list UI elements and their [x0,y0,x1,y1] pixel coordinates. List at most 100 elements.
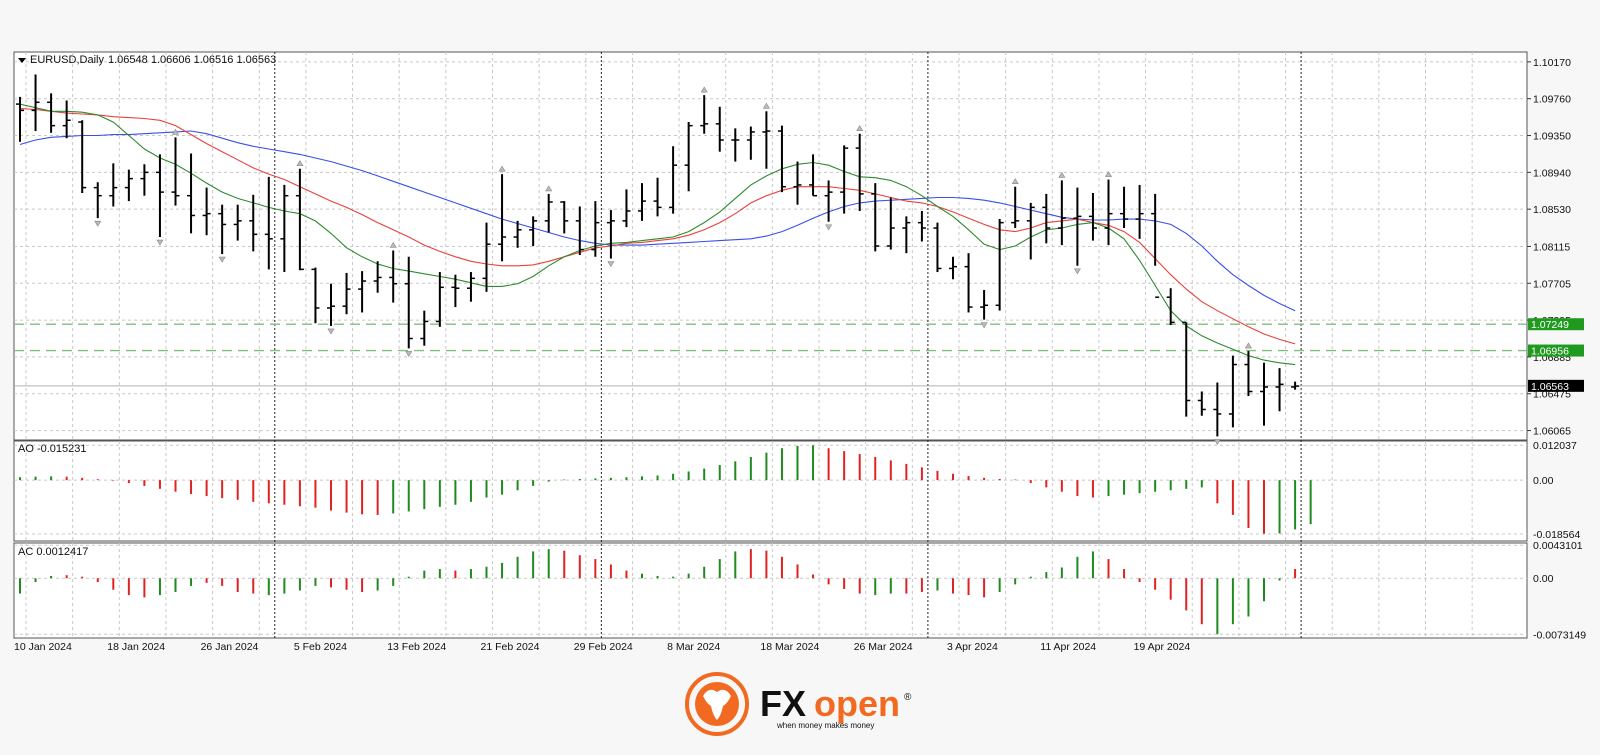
ohlc-bar [358,271,367,313]
ohlc-bar [1291,381,1300,390]
date-tick-label: 18 Mar 2024 [760,641,819,653]
ohlc-bar [544,193,553,233]
price-tick-label: 1.08940 [1533,167,1571,179]
ohlc-bar [78,120,87,194]
fractal-down-icon [1073,268,1081,275]
ohlc-bar [669,146,678,214]
ohlc-bar [342,272,351,315]
date-tick-label: 8 Mar 2024 [667,641,720,653]
ao-tick-label: 0.012037 [1533,440,1577,452]
date-tick-label: 19 Apr 2024 [1134,641,1191,653]
ohlc-bar [47,93,56,133]
ohlc-bar [171,137,180,206]
price-axis: 1.10170 1.09760 1.09350 1.08940 1.08530 1.081… [1527,57,1584,438]
ohlc-bar [575,206,584,255]
ohlc-bar [902,216,911,254]
date-tick-label: 29 Feb 2024 [574,641,633,653]
logo-registered: ® [904,692,912,703]
ao-axis: 0.012037 0.00 -0.018564 [1533,440,1580,541]
fractal-down-icon [607,261,615,268]
logo-bull-icon [703,689,731,720]
ohlc-bar [1073,187,1082,266]
ohlc-bar [1182,321,1191,417]
fractal-up-icon [171,128,180,135]
ao-tick-label: -0.018564 [1533,529,1580,541]
ohlc-bar [715,106,724,152]
chart-symbol: EURUSD,Daily [30,54,104,66]
ma-fast-line [19,103,1296,366]
level-lines [14,323,1527,387]
ohlc-bar [389,250,398,303]
fractal-up-icon [762,102,770,109]
fractal-up-icon [1011,178,1019,185]
ohlc-bars [16,74,1300,437]
date-tick-label: 3 Apr 2024 [947,641,998,653]
ac-histogram [19,549,1297,635]
fractal-down-icon [980,322,988,329]
ohlc-bar [93,182,102,219]
ohlc-bar [886,197,895,250]
ohlc-bar [498,174,507,262]
ohlc-bar [187,153,196,234]
fractal-up-icon [1058,171,1066,178]
logo-open: open [814,683,900,724]
date-tick-label: 5 Feb 2024 [294,641,347,653]
ma-slow-line [19,130,1296,312]
ohlc-bar [1213,382,1222,437]
date-tick-label: 13 Feb 2024 [387,641,446,653]
ohlc-bar [466,272,475,302]
ohlc-bar [840,145,849,214]
ohlc-bar [202,187,211,236]
ohlc-bar [435,272,444,327]
logo-tagline: when money makes money [776,721,874,730]
level-price-label: 1.07249 [1531,319,1569,331]
fractal-up-icon [1104,170,1113,177]
ohlc-bar [451,274,460,308]
ao-title: AO -0.015231 [18,443,87,455]
price-tick-label: 1.06065 [1533,426,1571,438]
ohlc-bar [762,111,771,169]
fractal-down-icon [218,256,226,263]
date-tick-label: 21 Feb 2024 [481,641,540,653]
ohlc-bar [855,133,864,211]
ohlc-bar [529,216,538,246]
ohlc-bar [1120,186,1129,229]
ohlc-bar [482,222,491,292]
fractal-down-icon [327,328,335,335]
ohlc-bar [1088,193,1097,241]
ohlc-bar [746,126,755,160]
dropdown-triangle-icon[interactable] [18,58,26,63]
ohlc-bar [140,164,149,196]
ao-histogram [19,445,1312,534]
price-tick-label: 1.08530 [1533,204,1571,216]
ohlc-bar [917,210,926,242]
logo-fx: FX [760,683,806,724]
ohlc-bar [995,219,1004,311]
ohlc-bar [31,74,40,132]
date-tick-label: 18 Jan 2024 [107,641,165,653]
ohlc-bar [1197,391,1206,416]
ohlc-bar [622,189,631,228]
date-tick-label: 10 Jan 2024 [14,641,72,653]
ac-title: AC 0.0012417 [18,546,88,558]
level-price-badge [1528,344,1584,357]
ohlc-bar [311,267,320,324]
ohlc-bar [793,161,802,205]
date-tick-label: 26 Jan 2024 [201,641,259,653]
ohlc-bar [155,154,164,238]
price-tick-label: 1.09350 [1533,131,1571,143]
ac-panel-bg [13,542,1528,639]
ohlc-bar [264,176,273,270]
ohlc-bar [513,220,522,248]
fractal-down-icon [1213,439,1221,445]
level-price-label: 1.06956 [1531,346,1569,358]
ohlc-bar [731,128,740,162]
ma-mid-line [19,108,1296,345]
ohlc-bar [777,125,786,193]
ohlc-bar [1011,186,1020,229]
ohlc-bar [964,253,973,313]
ao-grid [14,441,1527,541]
ohlc-bar [233,204,242,241]
ohlc-bar [809,154,818,197]
